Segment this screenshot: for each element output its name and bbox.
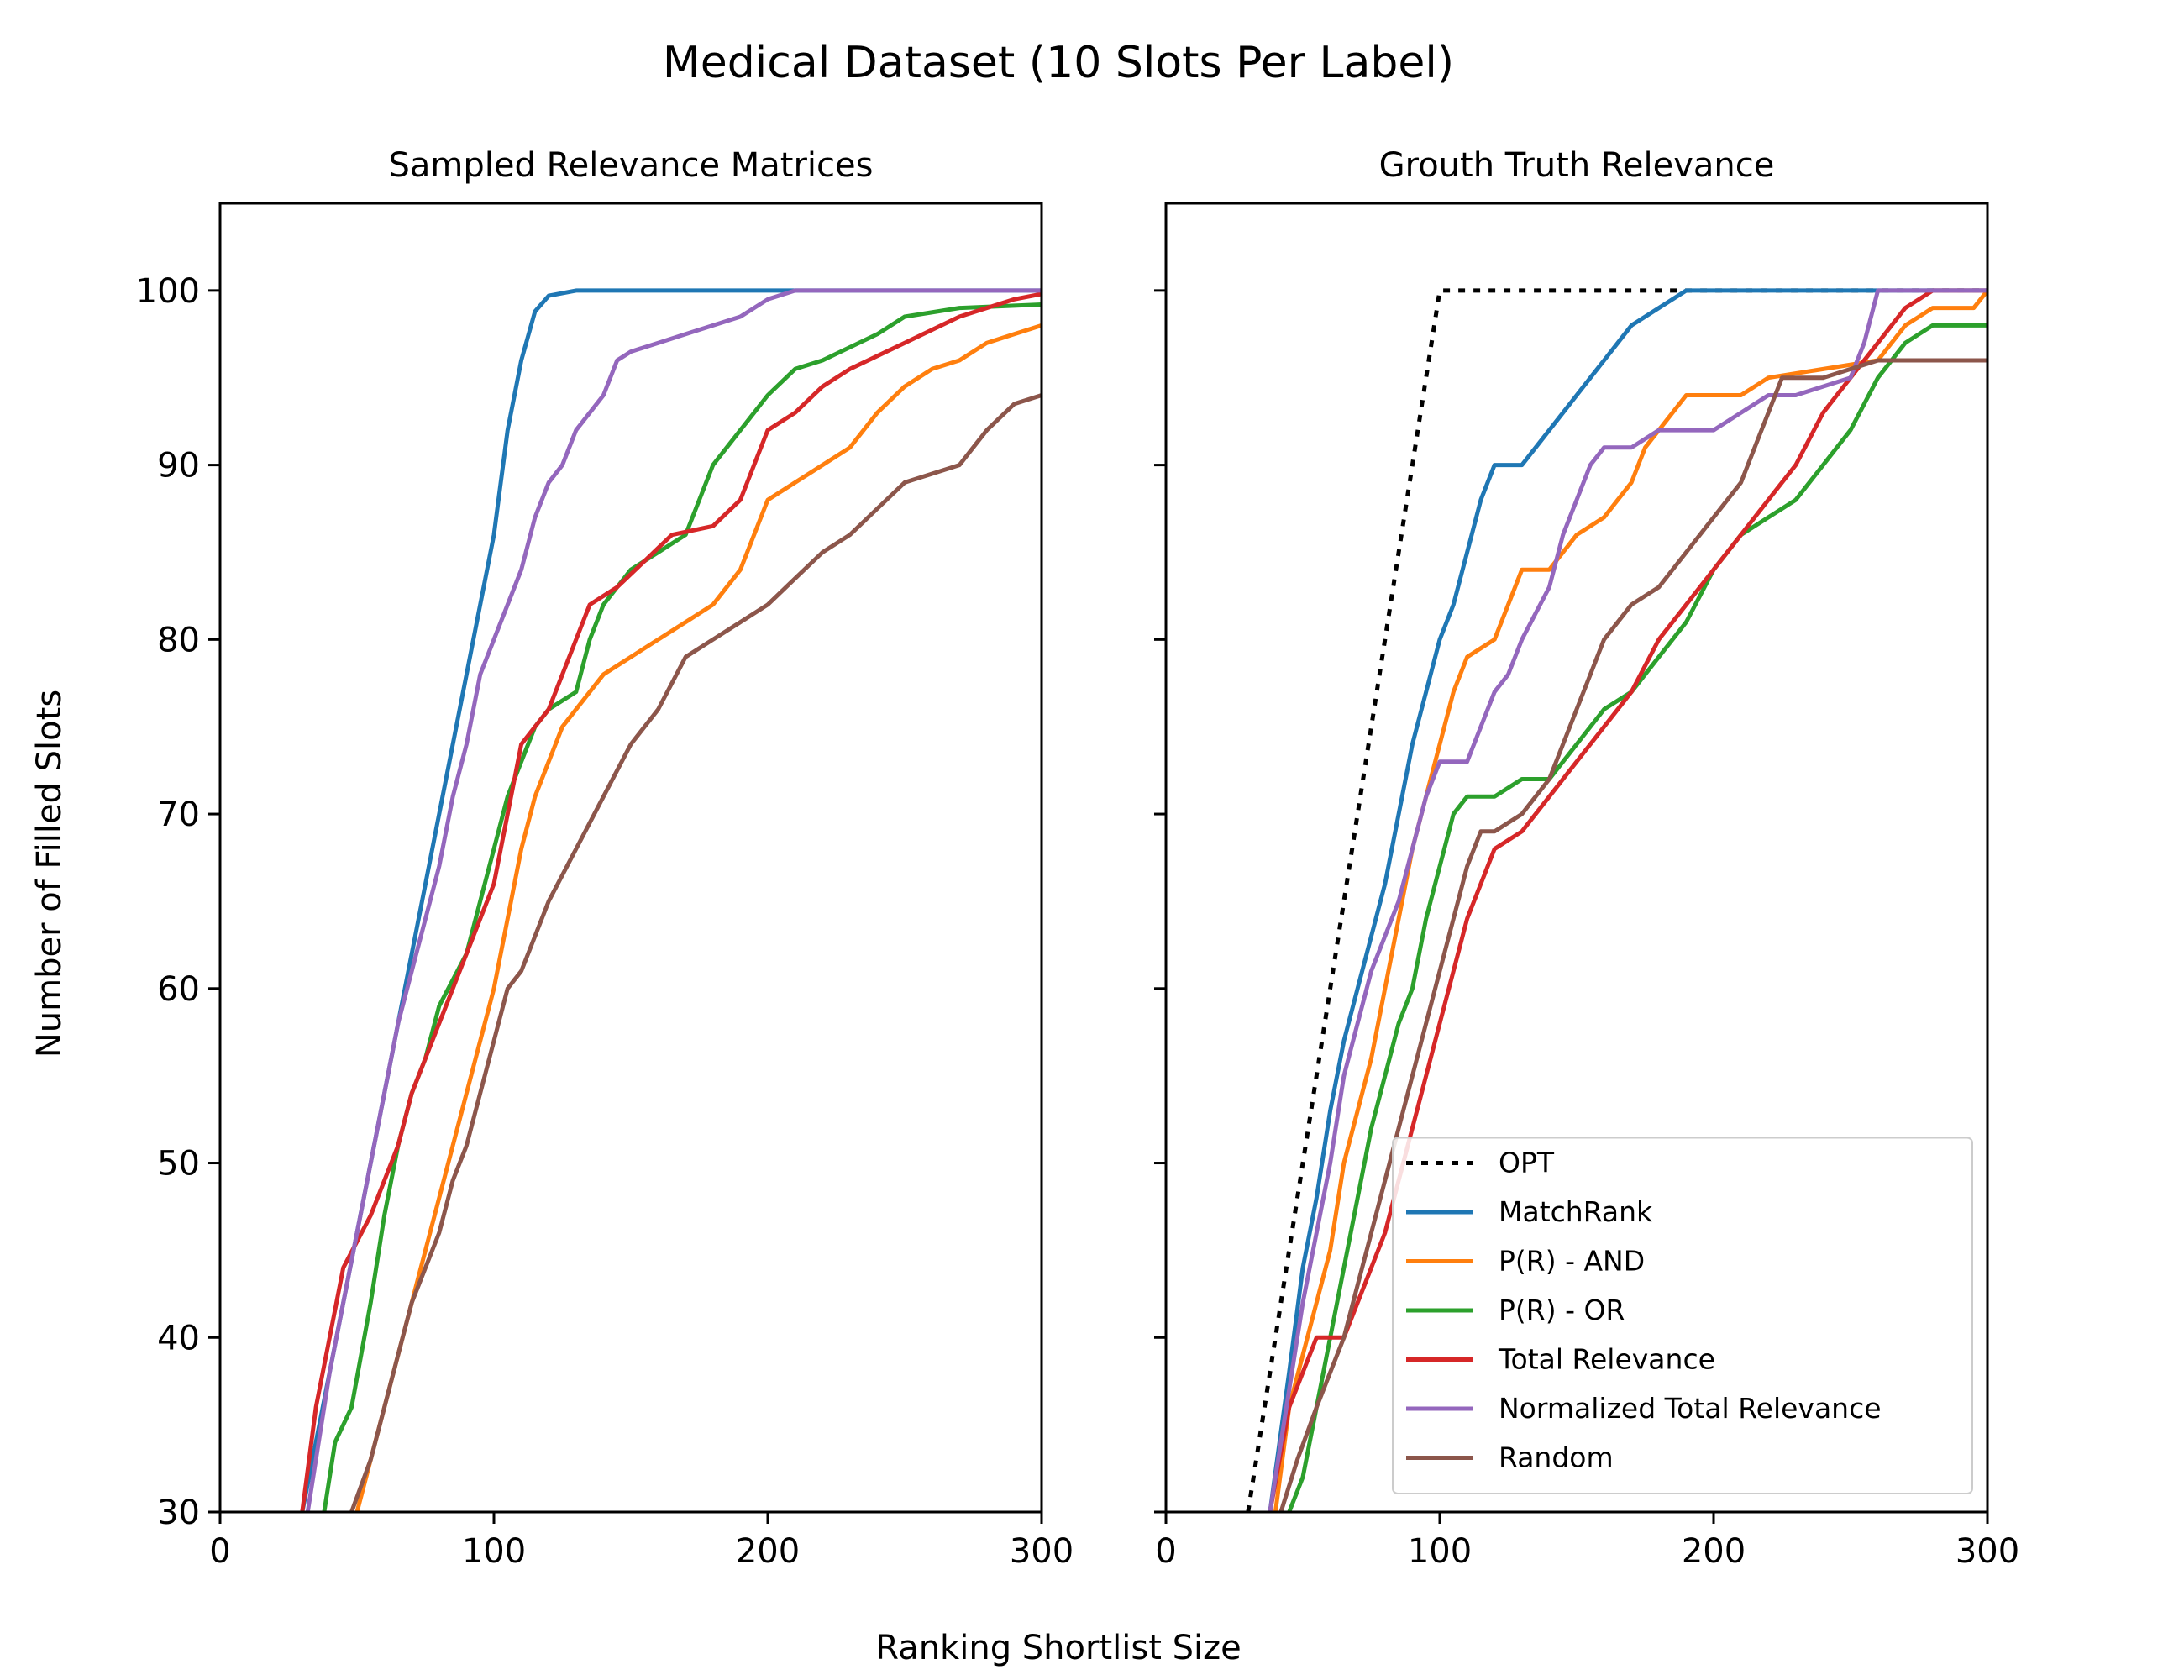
series-line-p-r-and	[354, 323, 1042, 1512]
axes-frame	[1164, 202, 1989, 1514]
series-line-total-relevance	[1268, 288, 1987, 1512]
legend-frame	[1392, 1137, 1973, 1494]
series-line-normalized-total-relevance	[305, 288, 1042, 1512]
y-tick-label: 50	[157, 1145, 200, 1184]
y-tick-label: 40	[157, 1319, 200, 1357]
panel-1: Sampled Relevance Matrices 0 100 200 300 30 40…	[136, 146, 1074, 1571]
series-line-matchrank	[1268, 288, 1987, 1512]
series-line-p-r-and	[1273, 289, 1987, 1512]
panel-2: Grouth Truth Relevance 0 100 200 300 OPT Match…	[1154, 146, 2019, 1571]
x-tick-label: 200	[736, 1532, 800, 1571]
series-line-total-relevance	[300, 291, 1042, 1512]
y-tick-label: 70	[157, 795, 200, 834]
x-axis-label: Ranking Shortlist Size	[875, 1629, 1241, 1667]
chart-panels: Sampled Relevance Matrices 0 100 200 300 30 40…	[136, 146, 2020, 1571]
series-line-random	[1278, 358, 1987, 1512]
legend-label-normalized-total-relevance: Normalized Total Relevance	[1499, 1392, 1882, 1425]
axes-frame	[218, 202, 1043, 1514]
series-line-p-r-or	[322, 302, 1042, 1512]
figure-title: Medical Dataset (10 Slots Per Label)	[663, 38, 1454, 88]
series-line-random	[349, 393, 1042, 1512]
y-tick-label: 60	[157, 970, 200, 1009]
series-line-p-r-or	[1287, 323, 1987, 1512]
y-axis-label: Number of Filled Slots	[30, 690, 69, 1058]
y-tick-label: 30	[157, 1494, 200, 1532]
subplot-title: Sampled Relevance Matrices	[389, 146, 874, 185]
series-line-opt	[1246, 288, 1987, 1512]
subplot-title: Grouth Truth Relevance	[1379, 146, 1775, 185]
x-tick-label: 200	[1682, 1532, 1746, 1571]
legend-label-opt: OPT	[1499, 1147, 1555, 1179]
legend-label-matchrank: MatchRank	[1499, 1195, 1653, 1228]
x-tick-label: 100	[1408, 1532, 1472, 1571]
x-tick-label: 300	[1010, 1532, 1074, 1571]
x-tick-label: 0	[1155, 1532, 1176, 1571]
series-line-normalized-total-relevance	[1268, 288, 1987, 1512]
legend: OPT MatchRank P(R) - AND P(R) - OR Total Rel…	[1392, 1137, 1973, 1494]
x-tick-label: 0	[209, 1532, 230, 1571]
y-tick-label: 80	[157, 621, 200, 659]
legend-label-p-r-or: P(R) - OR	[1499, 1294, 1625, 1326]
legend-label-p-r-and: P(R) - AND	[1499, 1245, 1645, 1278]
x-tick-label: 300	[1956, 1532, 2019, 1571]
x-tick-label: 100	[462, 1532, 526, 1571]
y-tick-label: 90	[157, 447, 200, 486]
y-tick-label: 100	[136, 272, 200, 311]
legend-label-random: Random	[1499, 1441, 1614, 1474]
legend-label-total-relevance: Total Relevance	[1498, 1343, 1715, 1376]
